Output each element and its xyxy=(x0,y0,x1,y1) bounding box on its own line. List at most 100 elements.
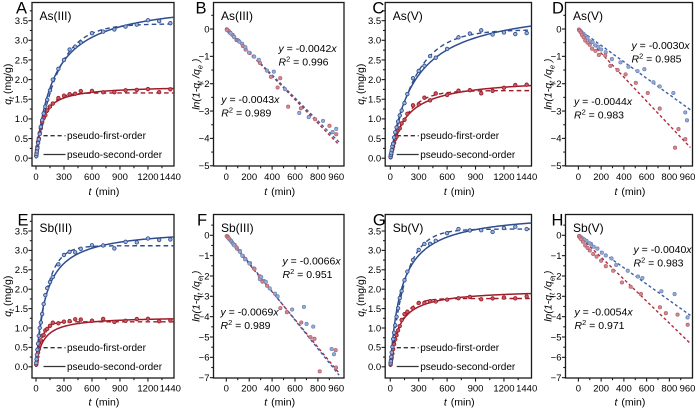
svg-text:ln(1-qt /qe ): ln(1-qt /qe ) xyxy=(543,59,557,110)
svg-text:D: D xyxy=(552,0,564,17)
svg-text:ln(1-qt /qe ): ln(1-qt /qe ) xyxy=(543,271,557,322)
svg-text:t: t xyxy=(89,186,93,198)
svg-text:1440: 1440 xyxy=(516,384,537,395)
svg-text:H: H xyxy=(552,211,564,229)
svg-text:1.5: 1.5 xyxy=(15,304,28,315)
svg-text:R2 = 0.985: R2 = 0.985 xyxy=(632,52,682,66)
svg-text:y = -0.0043x: y = -0.0043x xyxy=(220,94,280,106)
svg-text:2.0: 2.0 xyxy=(368,285,381,296)
svg-text:F: F xyxy=(197,211,207,229)
svg-text:400: 400 xyxy=(616,172,632,183)
svg-text:800: 800 xyxy=(310,172,326,183)
svg-text:0: 0 xyxy=(224,384,229,395)
svg-text:0: 0 xyxy=(204,231,209,242)
svg-text:1.0: 1.0 xyxy=(15,323,28,334)
svg-text:0: 0 xyxy=(576,384,581,395)
svg-text:0: 0 xyxy=(224,172,229,183)
svg-text:−4: −4 xyxy=(551,312,562,323)
svg-text:3.0: 3.0 xyxy=(368,36,381,47)
svg-text:0: 0 xyxy=(556,24,561,35)
svg-text:0.5: 0.5 xyxy=(368,343,381,354)
svg-text:0: 0 xyxy=(576,172,581,183)
svg-text:3.0: 3.0 xyxy=(15,246,28,257)
svg-text:qt (mg/g): qt (mg/g) xyxy=(355,64,369,105)
svg-text:ln(1-qt /qe ): ln(1-qt /qe ) xyxy=(191,271,205,322)
svg-text:−5: −5 xyxy=(199,332,210,343)
svg-text:Sb(V): Sb(V) xyxy=(573,221,604,235)
svg-text:600: 600 xyxy=(287,172,303,183)
svg-text:0.5: 0.5 xyxy=(15,343,28,354)
svg-text:3.5: 3.5 xyxy=(15,226,28,237)
svg-text:R2 = 0.996: R2 = 0.996 xyxy=(279,54,329,68)
svg-text:R2 = 0.951: R2 = 0.951 xyxy=(283,267,333,281)
svg-text:2.0: 2.0 xyxy=(15,285,28,296)
svg-text:1.5: 1.5 xyxy=(15,95,28,106)
svg-text:pseudo-first-order: pseudo-first-order xyxy=(67,131,147,142)
svg-text:600: 600 xyxy=(84,384,100,395)
svg-text:(min): (min) xyxy=(93,186,120,198)
svg-text:pseudo-second-order: pseudo-second-order xyxy=(67,362,163,373)
svg-text:300: 300 xyxy=(56,384,72,395)
svg-text:t: t xyxy=(264,186,268,198)
svg-text:y = -0.0042x: y = -0.0042x xyxy=(278,43,338,55)
svg-text:−2: −2 xyxy=(551,79,562,90)
svg-text:(min): (min) xyxy=(448,186,475,198)
svg-text:0: 0 xyxy=(33,172,38,183)
svg-text:A: A xyxy=(16,0,27,17)
svg-text:960: 960 xyxy=(680,172,696,183)
svg-text:pseudo-second-order: pseudo-second-order xyxy=(67,150,163,161)
svg-text:pseudo-first-order: pseudo-first-order xyxy=(67,343,147,354)
svg-text:2.0: 2.0 xyxy=(15,75,28,86)
svg-text:(min): (min) xyxy=(268,397,295,409)
svg-text:−3: −3 xyxy=(551,106,562,117)
svg-text:200: 200 xyxy=(593,172,609,183)
svg-text:3.0: 3.0 xyxy=(368,246,381,257)
svg-text:600: 600 xyxy=(287,384,303,395)
svg-text:1200: 1200 xyxy=(137,384,158,395)
svg-text:y = -0.0044x: y = -0.0044x xyxy=(573,96,633,108)
svg-text:−6: −6 xyxy=(199,353,210,364)
svg-text:(min): (min) xyxy=(268,186,295,198)
svg-text:C: C xyxy=(372,0,384,17)
svg-text:1.0: 1.0 xyxy=(15,114,28,125)
svg-text:t: t xyxy=(615,186,619,198)
svg-text:1440: 1440 xyxy=(160,172,181,183)
svg-text:1.5: 1.5 xyxy=(368,95,381,106)
svg-text:pseudo-second-order: pseudo-second-order xyxy=(420,150,516,161)
svg-text:pseudo-second-order: pseudo-second-order xyxy=(420,362,516,373)
svg-text:2.5: 2.5 xyxy=(368,55,381,66)
svg-text:ln(1-qt /qe ): ln(1-qt /qe ) xyxy=(191,59,205,110)
svg-text:960: 960 xyxy=(328,384,344,395)
svg-text:t: t xyxy=(264,397,268,409)
svg-text:qt (mg/g): qt (mg/g) xyxy=(355,276,369,317)
svg-text:As(V): As(V) xyxy=(393,9,423,23)
svg-text:(min): (min) xyxy=(619,186,646,198)
svg-text:900: 900 xyxy=(468,172,484,183)
svg-text:−3: −3 xyxy=(551,292,562,303)
svg-text:0.0: 0.0 xyxy=(15,362,28,373)
svg-text:Sb(V): Sb(V) xyxy=(393,221,424,235)
svg-text:2.5: 2.5 xyxy=(368,265,381,276)
svg-text:t: t xyxy=(89,397,93,409)
svg-text:R2 = 0.983: R2 = 0.983 xyxy=(634,256,684,270)
svg-text:−7: −7 xyxy=(551,373,562,384)
svg-text:−5: −5 xyxy=(551,332,562,343)
svg-text:(min): (min) xyxy=(93,397,120,409)
svg-text:G: G xyxy=(373,211,386,229)
svg-text:t: t xyxy=(444,397,448,409)
svg-text:−2: −2 xyxy=(199,79,210,90)
svg-text:−6: −6 xyxy=(551,353,562,364)
svg-text:400: 400 xyxy=(264,172,280,183)
svg-text:pseudo-first-order: pseudo-first-order xyxy=(420,343,500,354)
svg-text:2.0: 2.0 xyxy=(368,75,381,86)
svg-text:400: 400 xyxy=(616,384,632,395)
svg-text:900: 900 xyxy=(112,384,128,395)
svg-text:960: 960 xyxy=(680,384,696,395)
svg-text:200: 200 xyxy=(241,384,257,395)
svg-text:600: 600 xyxy=(439,172,455,183)
svg-text:0: 0 xyxy=(33,384,38,395)
svg-text:200: 200 xyxy=(241,172,257,183)
svg-text:300: 300 xyxy=(411,384,427,395)
svg-text:0.0: 0.0 xyxy=(368,362,381,373)
svg-text:pseudo-first-order: pseudo-first-order xyxy=(420,131,500,142)
